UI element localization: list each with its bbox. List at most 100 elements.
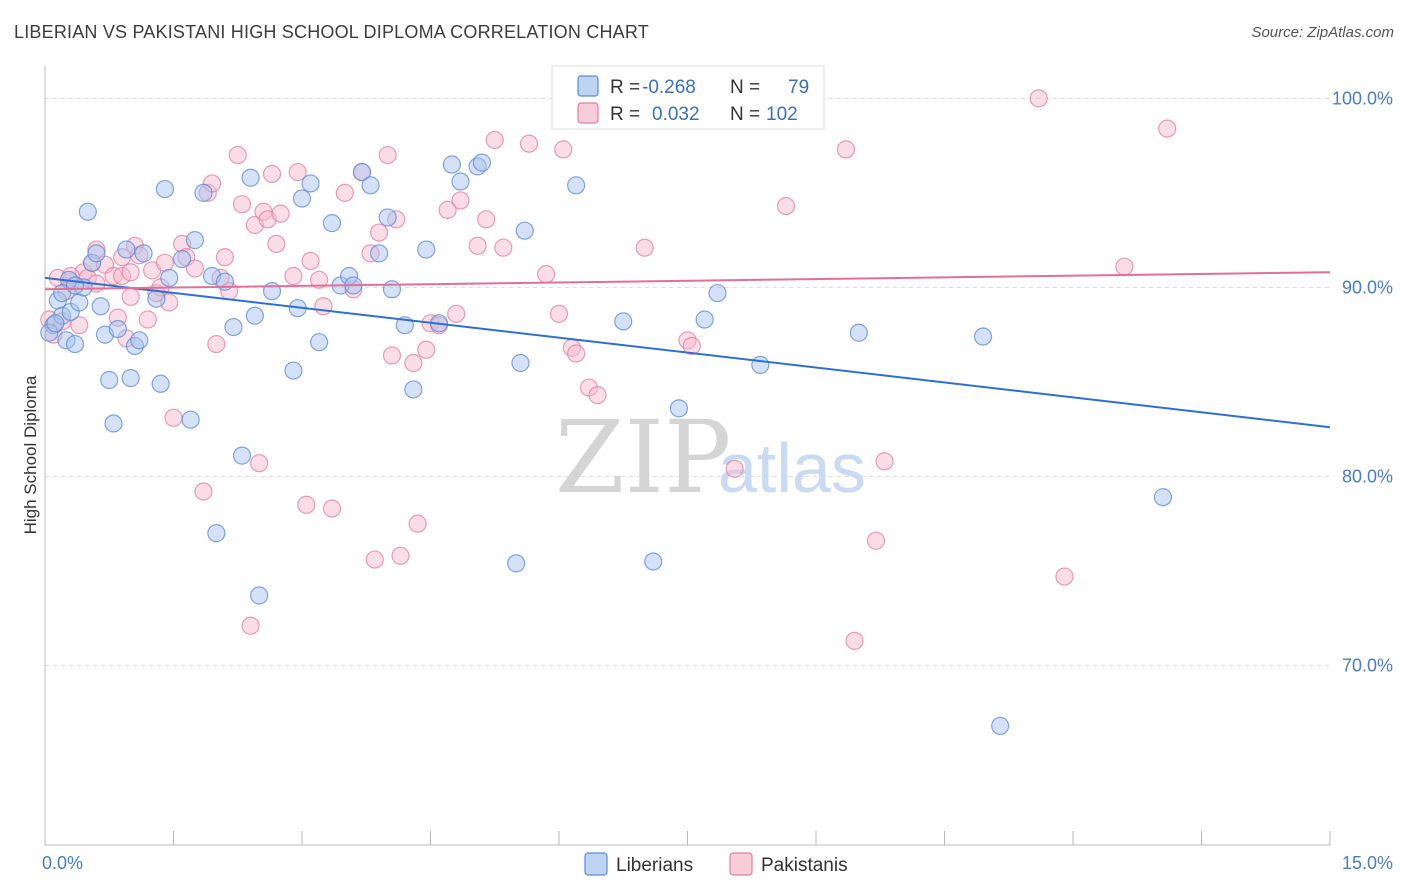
trend-lines xyxy=(44,271,1331,429)
pakistani-point-75 xyxy=(549,304,569,323)
pakistani-point-80 xyxy=(588,386,607,405)
liberian-point-76 xyxy=(46,314,65,333)
y-tick-label-2: 90.0% xyxy=(1342,277,1393,297)
source-label: Source: ZipAtlas.com xyxy=(1251,24,1394,41)
bottom-legend-swatch-liberians xyxy=(584,852,608,876)
pakistani-point-87 xyxy=(776,196,796,216)
pakistani-point-55 xyxy=(365,550,384,569)
trend-line-pakistanis xyxy=(44,271,1331,291)
pakistani-point-93 xyxy=(1055,567,1074,586)
liberian-point-14 xyxy=(100,370,119,390)
pakistani-point-76 xyxy=(554,140,573,159)
liberian-point-23 xyxy=(151,374,170,393)
liberian-point-22 xyxy=(147,289,166,308)
liberian-point-25 xyxy=(160,268,179,288)
legend-n-label-1: N = xyxy=(730,77,760,98)
liberian-point-39 xyxy=(284,361,303,380)
liberian-point-50 xyxy=(370,244,389,263)
pakistani-points xyxy=(40,89,1177,650)
liberian-point-28 xyxy=(185,231,205,250)
liberian-point-37 xyxy=(250,586,269,605)
liberian-point-49 xyxy=(361,176,380,195)
liberian-point-17 xyxy=(117,240,136,259)
x-tick-labels: 0.0% 15.0% xyxy=(42,853,1393,873)
liberian-point-78 xyxy=(65,276,85,295)
pakistani-point-35 xyxy=(232,195,252,214)
pakistani-point-91 xyxy=(875,452,894,471)
liberian-point-62 xyxy=(511,353,530,373)
pakistani-point-67 xyxy=(447,304,466,323)
liberian-point-57 xyxy=(442,155,462,174)
liberian-point-70 xyxy=(751,355,770,374)
pakistani-point-66 xyxy=(438,200,457,219)
pakistani-point-61 xyxy=(404,353,423,373)
liberian-point-6 xyxy=(65,334,85,354)
watermark: ZIP atlas xyxy=(555,399,866,516)
pakistani-point-42 xyxy=(267,234,286,254)
liberian-point-11 xyxy=(87,244,106,263)
liberian-point-35 xyxy=(241,168,260,187)
bottom-legend: Liberians Pakistanis xyxy=(584,852,848,876)
pakistani-point-78 xyxy=(567,344,586,363)
pakistani-point-15 xyxy=(121,263,140,282)
liberian-point-44 xyxy=(322,214,342,233)
pakistani-point-23 xyxy=(164,408,183,427)
legend-swatch-pakistanis xyxy=(577,102,599,124)
liberian-point-51 xyxy=(378,208,397,227)
liberian-point-63 xyxy=(515,221,534,240)
pakistani-point-73 xyxy=(519,134,539,153)
pakistani-point-21 xyxy=(155,253,175,272)
liberian-point-18 xyxy=(121,369,140,388)
liberian-point-15 xyxy=(104,414,123,433)
pakistani-point-72 xyxy=(494,238,513,257)
grid-lines xyxy=(45,97,1330,666)
pakistani-point-62 xyxy=(408,514,427,533)
liberian-point-64 xyxy=(567,176,586,195)
pakistani-point-46 xyxy=(297,495,316,514)
liberian-point-27 xyxy=(181,410,200,429)
liberian-point-24 xyxy=(155,179,175,199)
legend-n-value-1: 79 xyxy=(788,77,809,98)
liberian-point-68 xyxy=(695,310,714,329)
watermark-zip: ZIP xyxy=(555,399,731,516)
pakistani-point-84 xyxy=(725,459,744,478)
pakistani-point-69 xyxy=(468,236,487,255)
liberian-point-58 xyxy=(451,172,470,191)
liberian-point-34 xyxy=(232,446,252,465)
pakistani-point-83 xyxy=(682,336,701,356)
pakistani-point-56 xyxy=(370,223,389,242)
y-tick-label-1: 80.0% xyxy=(1342,466,1393,486)
pakistani-point-44 xyxy=(284,266,303,286)
pakistani-point-63 xyxy=(417,340,436,359)
pakistani-point-74 xyxy=(537,265,556,284)
liberian-point-21 xyxy=(134,244,153,263)
pakistani-point-68 xyxy=(451,191,470,210)
liberian-point-71 xyxy=(849,323,868,342)
pakistani-point-26 xyxy=(185,259,205,278)
liberian-point-33 xyxy=(224,317,243,337)
legend-n-value-2: 102 xyxy=(766,104,798,125)
pakistani-point-38 xyxy=(250,454,269,473)
liberian-point-72 xyxy=(973,327,993,346)
x-tick-label-min: 0.0% xyxy=(42,853,83,873)
liberian-point-54 xyxy=(404,380,423,399)
liberian-point-66 xyxy=(644,552,663,571)
bottom-legend-pakistanis: Pakistanis xyxy=(761,855,848,876)
pakistani-point-89 xyxy=(845,631,864,650)
liberian-point-16 xyxy=(108,319,127,339)
y-tick-label-3: 100.0% xyxy=(1332,88,1393,108)
pakistani-point-58 xyxy=(382,346,402,365)
pakistani-point-50 xyxy=(322,499,342,518)
liberian-point-69 xyxy=(708,283,727,303)
pakistani-point-57 xyxy=(378,145,397,165)
legend-r-label-2: R = xyxy=(610,104,640,125)
pakistani-point-70 xyxy=(477,210,496,229)
y-tick-label-0: 70.0% xyxy=(1342,655,1393,675)
axes xyxy=(44,66,1331,846)
liberian-point-55 xyxy=(417,240,436,259)
pakistani-point-36 xyxy=(241,616,260,635)
legend-r-label-1: R = xyxy=(610,77,640,98)
pakistani-point-48 xyxy=(310,270,329,289)
pakistani-point-81 xyxy=(635,238,654,257)
